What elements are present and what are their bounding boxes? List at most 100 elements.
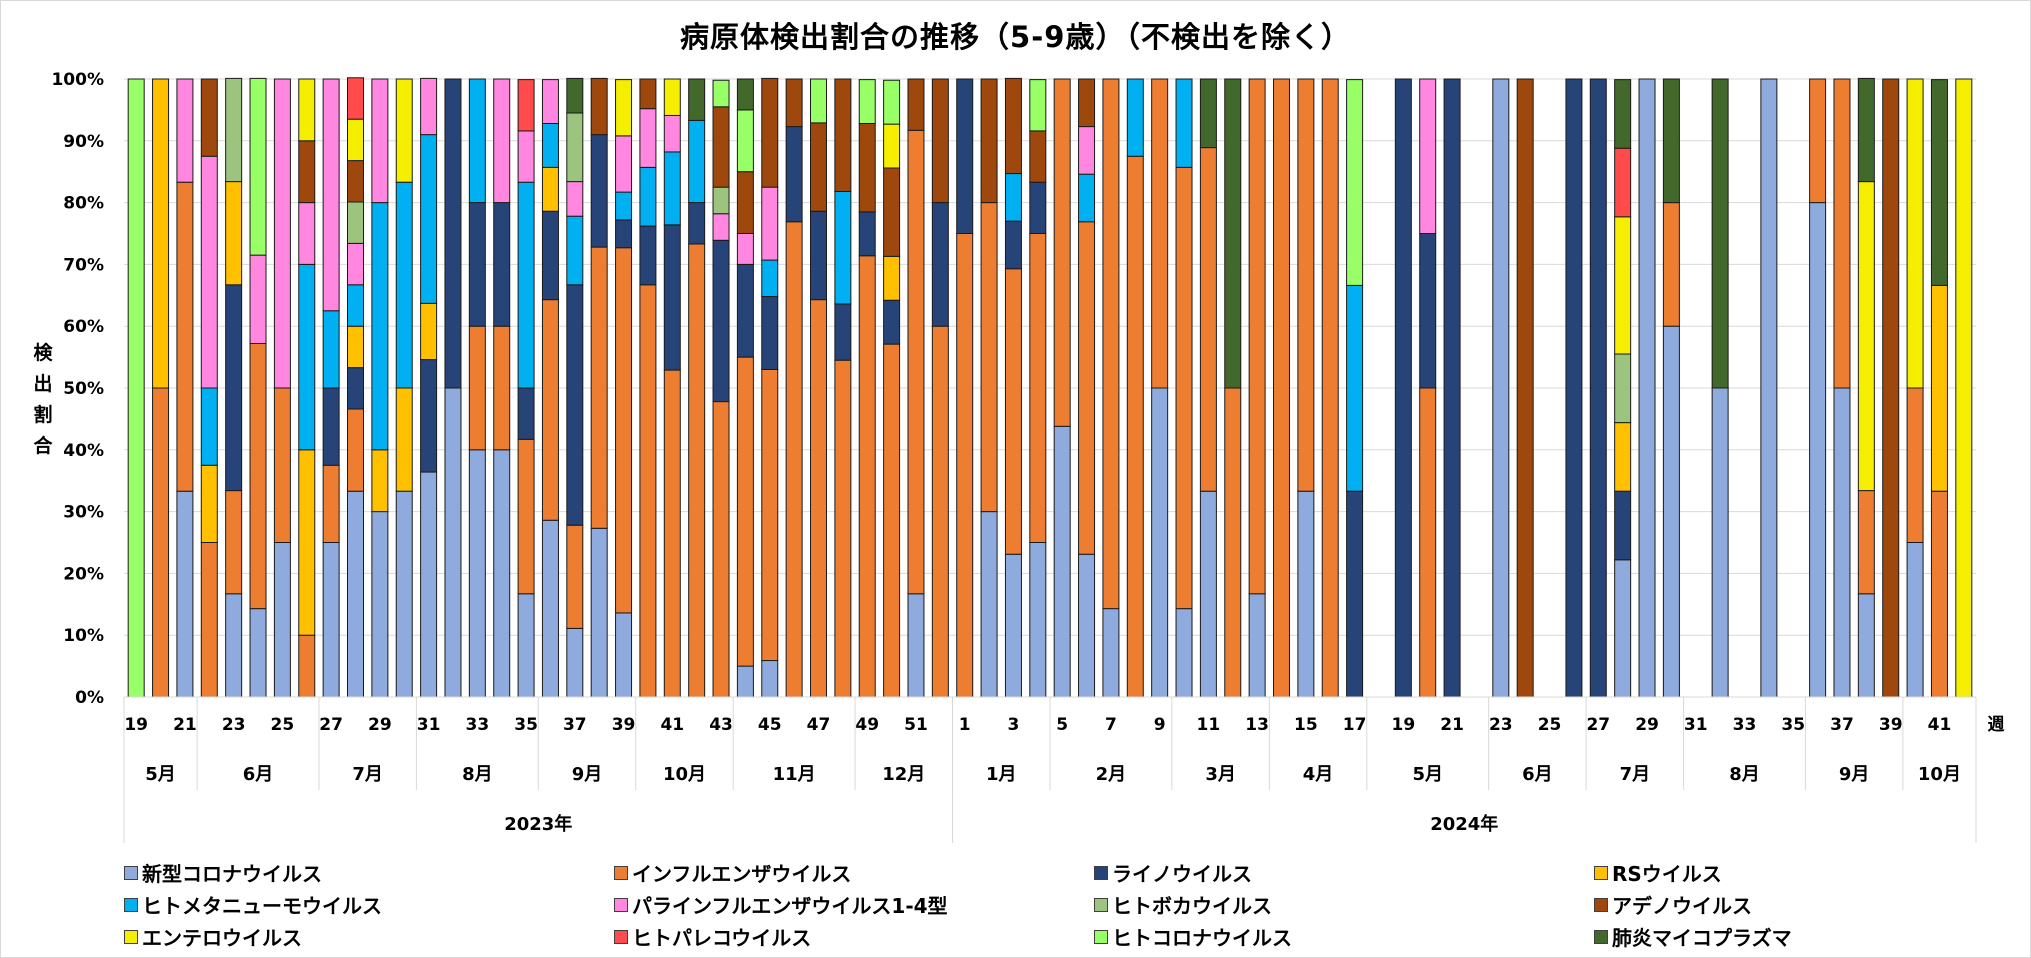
bar-stack <box>1492 78 1510 698</box>
y-tick-label: 30% <box>63 503 104 523</box>
bar-segment-flu <box>980 202 998 513</box>
x-tick-label: 45 <box>758 715 782 735</box>
y-axis-label-char: 割 <box>33 404 53 426</box>
bar-stack <box>1955 78 1973 698</box>
bar-segment-flu <box>1126 155 1144 698</box>
bar-stack <box>1516 78 1534 698</box>
bar-segment-flu <box>1809 78 1827 204</box>
bar-segment-para <box>371 78 389 204</box>
x-tick-label: 25 <box>271 715 295 735</box>
bar-segment-rhino <box>517 387 535 440</box>
bar-segment-para <box>566 181 584 217</box>
bar-segment-hcov <box>1029 79 1047 132</box>
bar-segment-hmpv <box>395 181 413 389</box>
bar-stack <box>639 78 657 698</box>
bar-stack <box>615 79 633 698</box>
bar-segment-flu <box>956 233 974 698</box>
bar-segment-rhino <box>883 299 901 345</box>
bar-segment-adeno <box>736 171 754 234</box>
legend-swatch <box>1094 897 1108 912</box>
y-tick-label: 0% <box>75 688 104 708</box>
bar-segment-rs <box>1930 284 1948 492</box>
x-tick-label: 7 <box>1105 715 1117 735</box>
chart-title: 病原体検出割合の推移（5-9歳）（不検出を除く） <box>680 20 1351 54</box>
legend-swatch <box>614 929 628 944</box>
bar-stack <box>249 77 267 698</box>
month-label: 12月 <box>882 764 925 785</box>
y-axis-ticks: 0% 10% 20% 30% 40% 50% 60% 70% 80% 90% 100% <box>51 70 104 708</box>
bar-segment-rhino <box>858 211 876 257</box>
bar-segment-flu <box>322 464 340 543</box>
bar-segment-rhino <box>931 202 949 327</box>
x-tick-label: 25 <box>1538 715 1562 735</box>
y-tick-label: 90% <box>63 132 104 152</box>
bar-segment-para <box>298 202 316 265</box>
y-tick-label: 60% <box>63 317 104 337</box>
x-tick-label: 39 <box>1879 715 1903 735</box>
x-tick-label: 3 <box>1008 715 1020 735</box>
bar-segment-para <box>736 233 754 265</box>
bar-segment-boca <box>347 201 364 244</box>
bar-segment-covid <box>273 542 291 698</box>
month-label: 4月 <box>1303 764 1334 785</box>
bar-segment-hmpv <box>1175 78 1193 168</box>
bar-stack <box>1078 78 1096 698</box>
x-tick-label: 37 <box>1830 715 1854 735</box>
x-tick-label: 43 <box>709 715 733 735</box>
bar-segment-rhino <box>1346 490 1364 698</box>
x-tick-label: 37 <box>563 715 587 735</box>
bar-segment-adeno <box>883 167 901 257</box>
bar-segment-flu <box>858 255 876 698</box>
bar-segment-covid <box>1662 325 1680 698</box>
bar-stack <box>322 78 340 698</box>
x-tick-label: 13 <box>1245 715 1269 735</box>
bar-segment-covid <box>1029 542 1047 698</box>
bar-segment-hmpv <box>1004 173 1022 222</box>
month-label: 5月 <box>1412 764 1443 785</box>
bar-segment-covid <box>517 593 535 698</box>
bar-segment-entero <box>298 78 316 142</box>
bar-segment-flu <box>1151 78 1169 389</box>
bar-segment-flu <box>663 369 681 698</box>
bar-segment-flu <box>1078 221 1096 555</box>
bar-stack <box>1394 78 1412 698</box>
x-tick-label: 35 <box>1781 715 1805 735</box>
bar-stack <box>883 79 901 698</box>
bar-segment-rs <box>883 255 901 301</box>
bar-stack <box>1809 78 1827 698</box>
bar-segment-adeno <box>590 77 608 136</box>
y-tick-label: 50% <box>63 379 104 399</box>
bar-segment-rs <box>200 464 218 543</box>
bar-segment-flu <box>1175 166 1193 610</box>
bar-segment-flu <box>883 343 901 698</box>
bar-segment-flu <box>931 325 949 698</box>
bar-segment-hmpv <box>688 119 706 204</box>
month-label: 8月 <box>462 764 493 785</box>
legend-item-boca: ヒトボカウイルス <box>1094 890 1272 919</box>
y-axis-label-char: 出 <box>33 373 53 395</box>
bar-segment-covid <box>1175 608 1193 698</box>
bar-segment-hcov <box>858 79 876 124</box>
bar-segment-hmpv <box>541 122 559 168</box>
bar-stack <box>395 78 413 698</box>
bar-segment-hmpv <box>1346 284 1364 492</box>
bar-segment-myco <box>566 77 584 114</box>
bar-segment-para <box>347 242 364 286</box>
x-tick-label: 5 <box>1056 715 1068 735</box>
bar-segment-hcov <box>249 77 267 256</box>
month-label: 10月 <box>663 764 706 785</box>
bar-segment-para <box>493 78 511 204</box>
bar-segment-rhino <box>420 359 438 473</box>
bar-segment-para <box>712 213 730 241</box>
bar-segment-hmpv <box>420 134 438 304</box>
bar-stack <box>1833 78 1851 698</box>
bar-segment-rs <box>152 78 170 389</box>
bar-segment-covid <box>420 471 438 698</box>
bar-segment-para <box>322 78 340 312</box>
month-label: 1月 <box>986 764 1017 785</box>
bar-stack <box>785 78 803 698</box>
year-label: 2023年 <box>504 813 572 835</box>
bar-segment-flu <box>1004 268 1022 555</box>
bar-stack <box>566 77 584 698</box>
bar-segment-rhino <box>322 387 340 466</box>
